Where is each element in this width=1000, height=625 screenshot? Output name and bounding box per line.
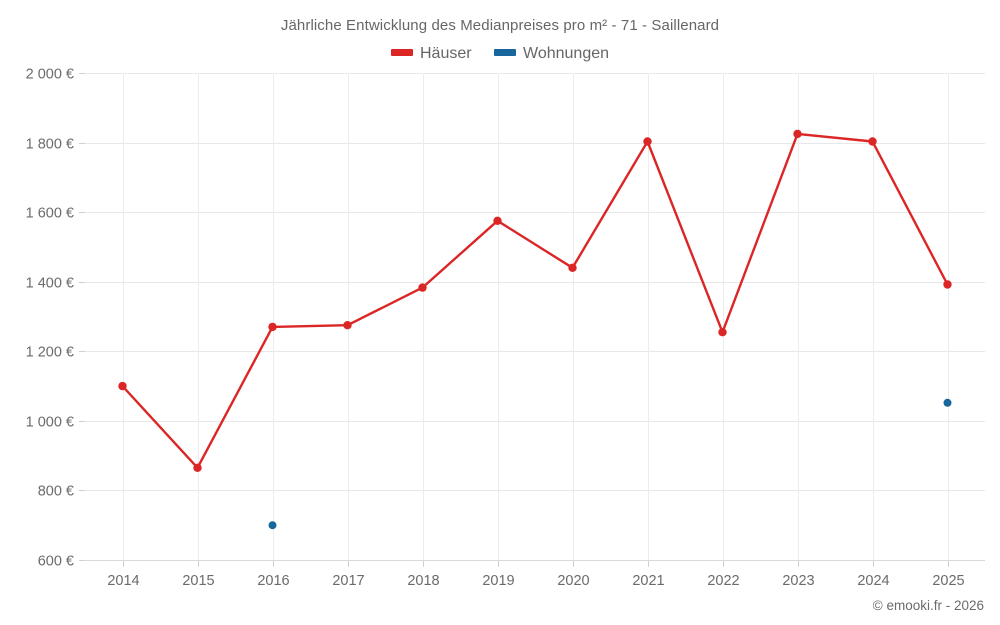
data-point[interactable] [493, 216, 502, 225]
legend-label-haeuser: Häuser [419, 45, 472, 62]
y-tick-label: 600 € [38, 554, 74, 570]
x-tick-label: 2025 [932, 573, 964, 589]
chart-title: Jährliche Entwicklung des Medianpreises … [280, 17, 720, 34]
y-tick-label: 1 400 € [26, 276, 74, 292]
data-point[interactable] [868, 137, 877, 146]
y-tick-label: 800 € [38, 484, 74, 500]
data-point[interactable] [793, 129, 802, 139]
y-tick-label: 1 800 € [26, 137, 74, 153]
y-tick-label: 2 000 € [26, 67, 74, 83]
legend-item-haeuser[interactable]: Häuser [390, 45, 472, 63]
x-tick-label: 2014 [107, 573, 139, 589]
y-tick-label: 1 200 € [26, 345, 74, 361]
x-tick-label: 2015 [182, 573, 214, 589]
data-point[interactable] [343, 321, 352, 330]
chart-legend: Häuser Wohnungen [0, 45, 1000, 63]
x-tick-label: 2016 [257, 573, 289, 589]
axis-lines [79, 73, 985, 567]
data-point[interactable] [943, 398, 952, 407]
data-series [118, 129, 952, 530]
data-point[interactable] [943, 280, 952, 289]
x-tick-label: 2021 [632, 573, 664, 589]
x-tick-label: 2017 [332, 573, 364, 589]
data-point[interactable] [568, 263, 577, 272]
x-tick-label: 2022 [707, 573, 739, 589]
legend-swatch-wohnungen [494, 48, 517, 56]
footer-credit: © emooki.fr - 2026 [872, 598, 984, 613]
data-point[interactable] [268, 322, 277, 332]
x-tick-label: 2019 [482, 573, 514, 589]
legend-swatch-haeuser [390, 48, 413, 56]
x-tick-label: 2018 [407, 573, 439, 589]
legend-item-wohnungen[interactable]: Wohnungen [494, 45, 609, 63]
data-point[interactable] [643, 137, 652, 146]
x-tick-label: 2020 [557, 573, 589, 589]
legend-label-wohnungen: Wohnungen [523, 45, 610, 62]
data-point[interactable] [193, 463, 202, 472]
x-axis-tick-labels: 2014 2015 2016 2017 2018 2019 2020 2021 2022 2023… [107, 573, 964, 589]
data-point[interactable] [418, 283, 427, 292]
x-tick-label: 2023 [782, 573, 814, 589]
data-point[interactable] [718, 328, 727, 337]
gridlines [85, 73, 985, 561]
data-point[interactable] [118, 381, 127, 391]
data-point[interactable] [268, 521, 277, 530]
y-axis-tick-labels: 600 € 800 € 1 000 € 1 200 € 1 400 € 1 600 € 1 … [26, 67, 74, 570]
x-tick-label: 2024 [857, 573, 889, 589]
y-tick-label: 1 000 € [26, 415, 74, 431]
series-line-häuser [121, 132, 949, 469]
y-tick-label: 1 600 € [26, 206, 74, 222]
